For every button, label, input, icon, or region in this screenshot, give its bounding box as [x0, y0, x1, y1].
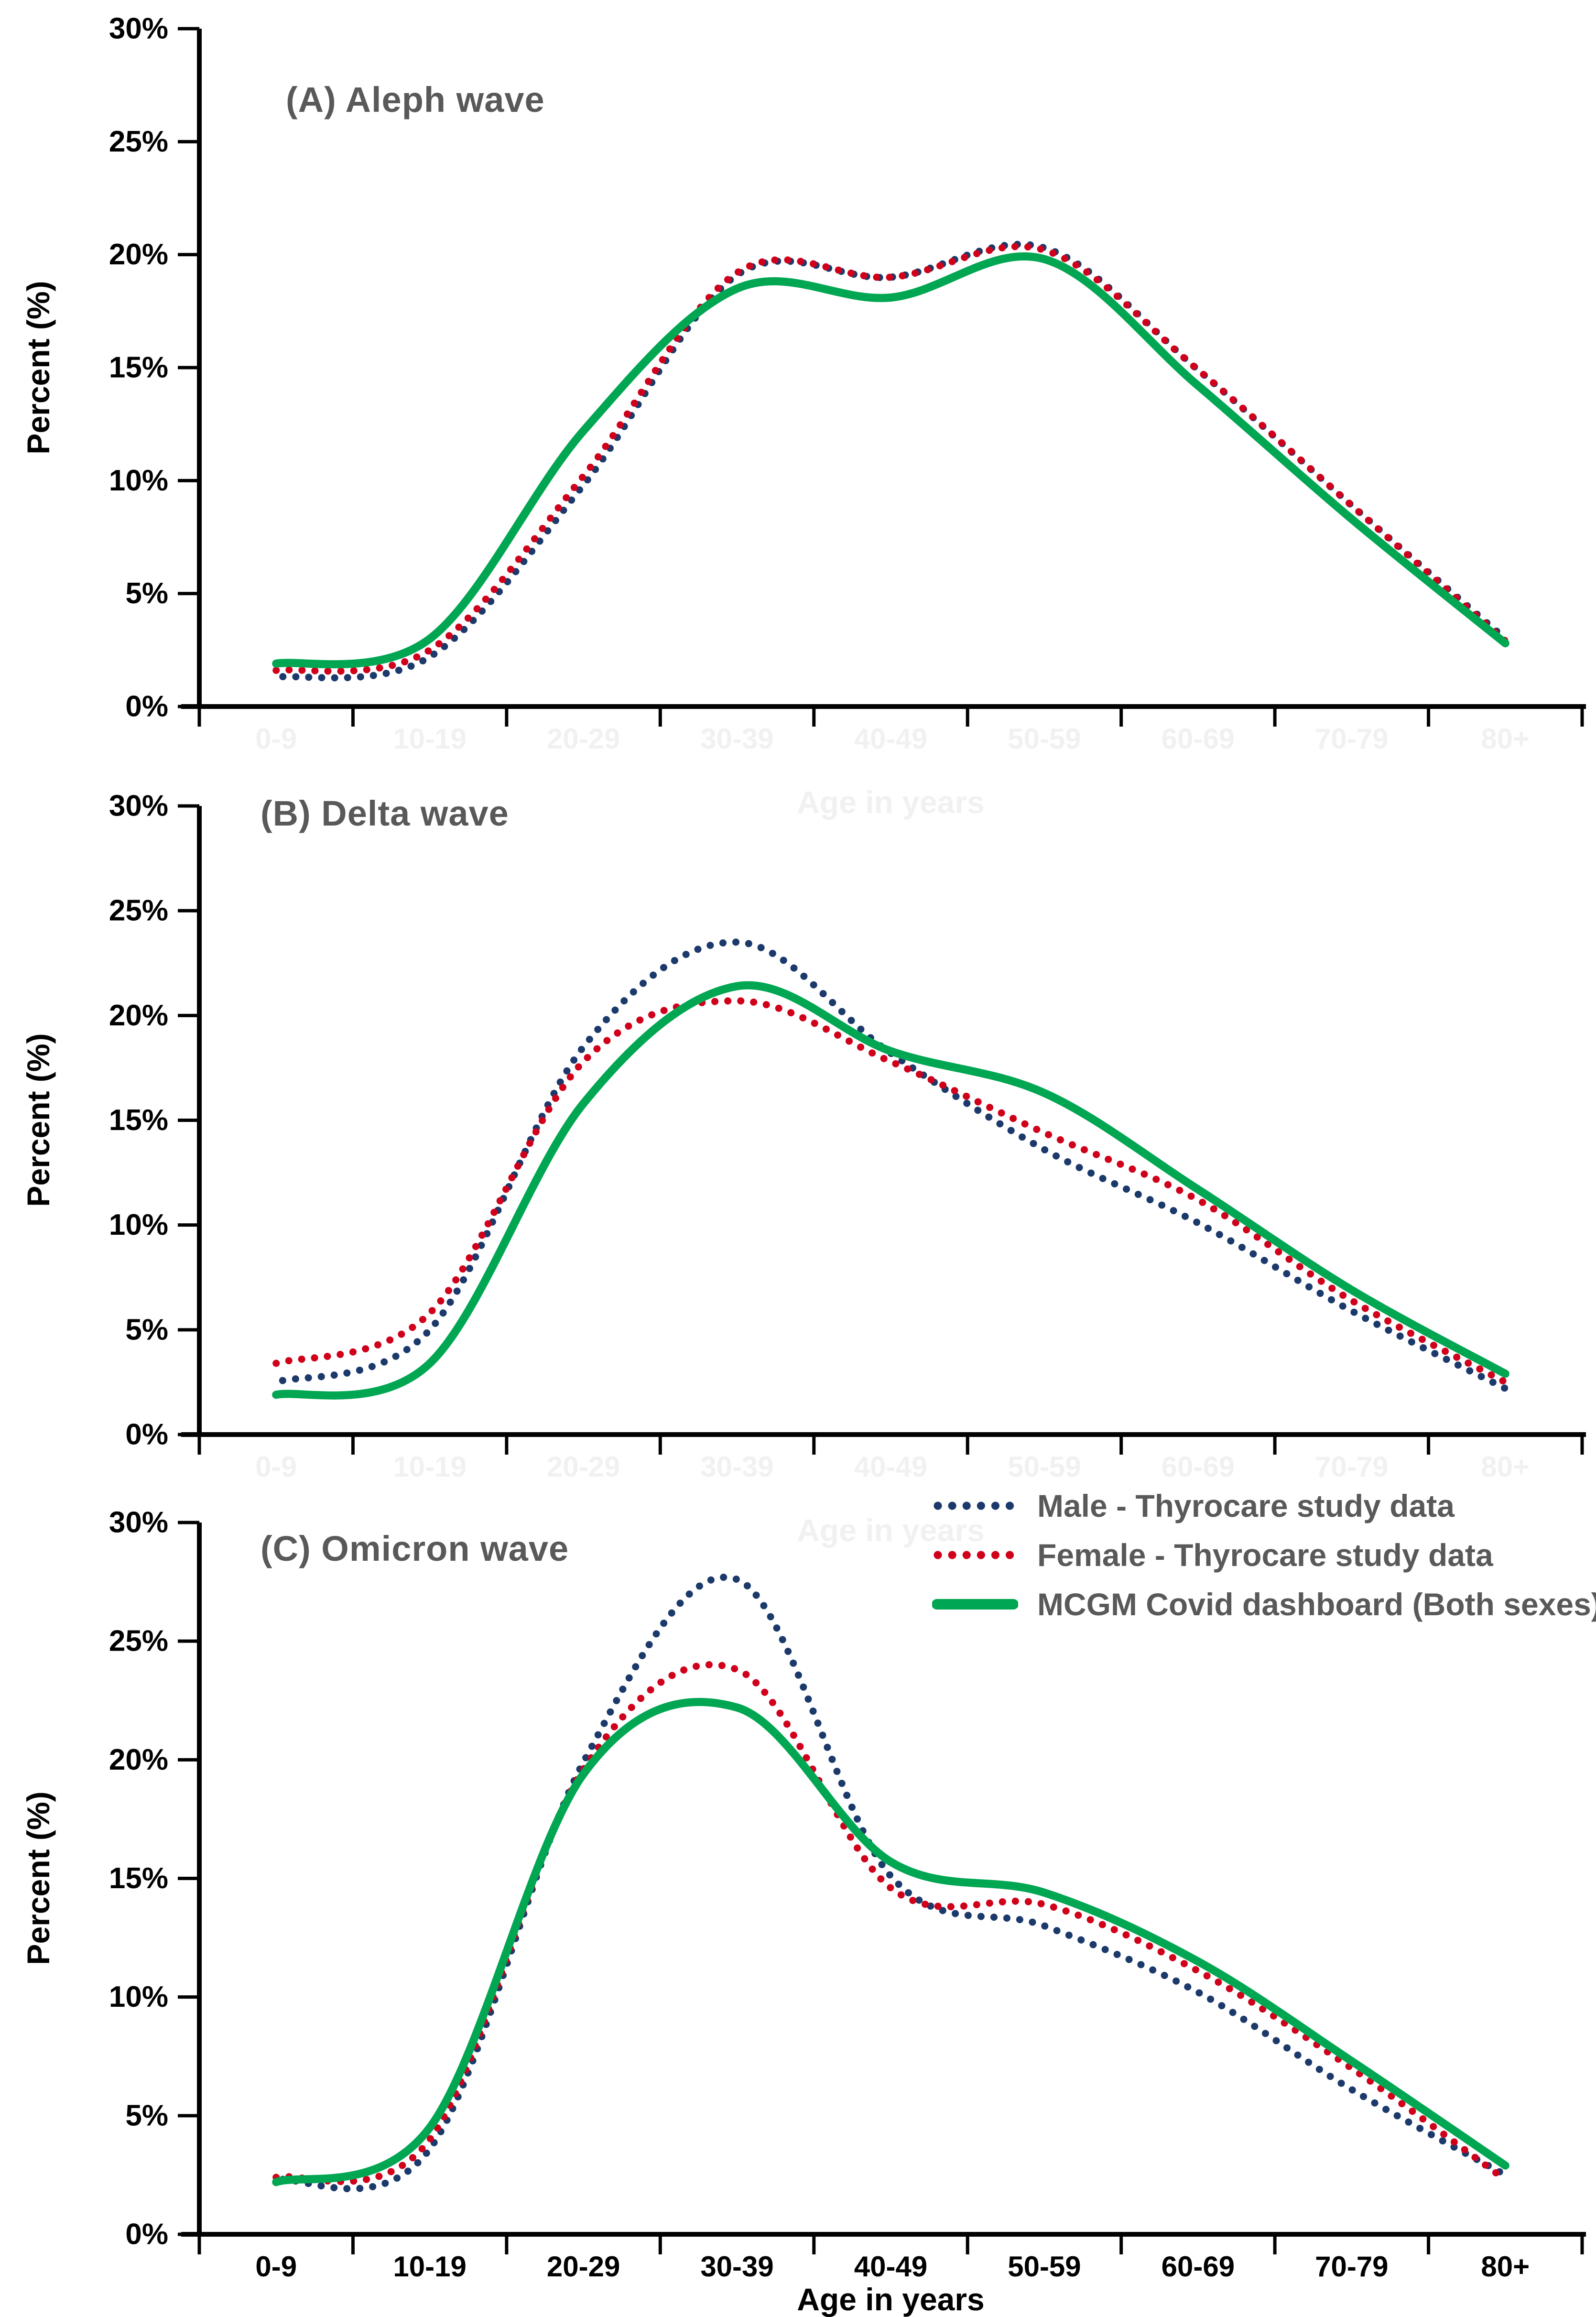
ghost-x-tick-row-panel-a: 0-9 10-19 20-29 30-39 40-49 50-59 60-69 70-79 80…	[199, 722, 1582, 756]
panel-a-title: (A) Aleph wave	[286, 80, 545, 120]
series-line-female	[272, 243, 1509, 675]
series-line-female	[272, 1661, 1509, 2185]
y-tick-label: 5%	[125, 577, 168, 610]
y-axis-title-panel-b: Percent (%)	[21, 1033, 56, 1207]
ghost-x-tick-label: 10-19	[393, 1451, 467, 1483]
x-tick-label: 0-9	[255, 2251, 297, 2283]
panel-c-chart: 30% 25% 20% 15% 10% 5% 0%	[109, 1506, 1586, 2254]
series-line-mcgm	[272, 981, 1509, 1400]
y-tick-label: 20%	[109, 1743, 168, 1776]
ghost-x-tick-label: 30-39	[700, 723, 774, 755]
y-tick-label: 30%	[109, 1506, 168, 1539]
ghost-x-tick-label: 80+	[1481, 1451, 1530, 1483]
legend-row-male: Male - Thyrocare study data	[932, 1487, 1592, 1525]
panel-c-title: (C) Omicron wave	[261, 1529, 569, 1568]
legend-solid-line-mcgm-icon	[932, 1599, 1018, 1610]
ghost-x-tick-label: 30-39	[700, 1451, 774, 1483]
ghost-x-tick-label: 40-49	[854, 723, 928, 755]
legend-dotted-line-female-icon	[934, 1551, 1017, 1559]
x-tick-label: 20-29	[546, 2251, 620, 2283]
x-tick-row: 0-9 10-19 20-29 30-39 40-49 50-59 60-69 70-79 80…	[199, 2250, 1582, 2284]
y-tick-label: 15%	[109, 1104, 168, 1137]
y-tick-label: 0%	[125, 2218, 168, 2251]
y-tick-label: 10%	[109, 1980, 168, 2013]
legend: Male - Thyrocare study data Female - Thy…	[932, 1487, 1596, 1634]
ghost-x-tick-row-panel-b: 0-9 10-19 20-29 30-39 40-49 50-59 60-69 70-79 80…	[199, 1450, 1582, 1484]
y-axis-title-panel-a: Percent (%)	[21, 281, 56, 455]
y-tick-label: 15%	[109, 351, 168, 384]
ghost-x-tick-label: 20-29	[546, 723, 620, 755]
x-axis-title: Age in years	[797, 2282, 985, 2317]
ghost-x-tick-label: 0-9	[255, 1451, 297, 1483]
series-line-male	[272, 938, 1509, 1392]
ghost-x-tick-label: 60-69	[1161, 1451, 1235, 1483]
legend-dotted-line-male-icon	[934, 1501, 1017, 1510]
y-tick-label: 0%	[125, 690, 168, 723]
series-line-female	[272, 997, 1509, 1386]
ghost-x-tick-label: 70-79	[1315, 1451, 1389, 1483]
ghost-x-tick-label: 80+	[1481, 723, 1530, 755]
y-tick-label: 25%	[109, 125, 168, 158]
ghost-x-tick-label: 50-59	[1008, 1451, 1081, 1483]
y-tick-label: 20%	[109, 238, 168, 271]
y-tick-label: 30%	[109, 790, 168, 823]
ghost-x-tick-label: 70-79	[1315, 723, 1389, 755]
y-tick-label: 10%	[109, 1208, 168, 1241]
ghost-x-axis-title-panel-a: Age in years	[797, 784, 985, 820]
legend-row-female: Female - Thyrocare study data	[932, 1536, 1592, 1574]
ghost-x-tick-label: 10-19	[393, 723, 467, 755]
y-tick-label: 25%	[109, 1625, 168, 1658]
ghost-x-tick-label: 0-9	[255, 723, 297, 755]
x-tick-label: 30-39	[700, 2251, 774, 2283]
x-tick-label: 70-79	[1315, 2251, 1389, 2283]
ghost-x-tick-label: 40-49	[854, 1451, 928, 1483]
ghost-x-axis-title-panel-b: Age in years	[797, 1512, 985, 1548]
x-tick-label: 50-59	[1008, 2251, 1081, 2283]
x-tick-label: 80+	[1481, 2251, 1530, 2283]
y-tick-label: 0%	[125, 1418, 168, 1451]
x-tick-label: 40-49	[854, 2251, 928, 2283]
y-tick-label: 20%	[109, 999, 168, 1032]
y-axis-title-panel-c: Percent (%)	[21, 1791, 56, 1965]
y-tick-label: 15%	[109, 1862, 168, 1895]
y-tick-label: 10%	[109, 464, 168, 497]
ghost-x-tick-label: 60-69	[1161, 723, 1235, 755]
ghost-x-tick-label: 50-59	[1008, 723, 1081, 755]
series-line-mcgm	[272, 1697, 1509, 2186]
panel-a-chart: 30% 25% 20% 15% 10% 5% 0%	[109, 12, 1586, 727]
legend-label-male: Male - Thyrocare study data	[1037, 1488, 1455, 1523]
panel-b-title: (B) Delta wave	[261, 794, 509, 833]
legend-label-mcgm: MCGM Covid dashboard (Both sexes)	[1037, 1587, 1596, 1622]
panel-b-chart: 30% 25% 20% 15% 10% 5% 0%	[109, 790, 1586, 1455]
x-tick-label: 10-19	[393, 2251, 467, 2283]
series-line-male	[272, 1574, 1509, 2193]
y-tick-label: 5%	[125, 1313, 168, 1346]
series-line-mcgm	[272, 252, 1509, 669]
ghost-x-tick-label: 20-29	[546, 1451, 620, 1483]
y-tick-label: 30%	[109, 12, 168, 45]
y-tick-label: 25%	[109, 894, 168, 927]
legend-row-mcgm: MCGM Covid dashboard (Both sexes)	[932, 1585, 1596, 1623]
y-tick-label: 5%	[125, 2099, 168, 2132]
x-tick-label: 60-69	[1161, 2251, 1235, 2283]
legend-label-female: Female - Thyrocare study data	[1037, 1537, 1493, 1573]
